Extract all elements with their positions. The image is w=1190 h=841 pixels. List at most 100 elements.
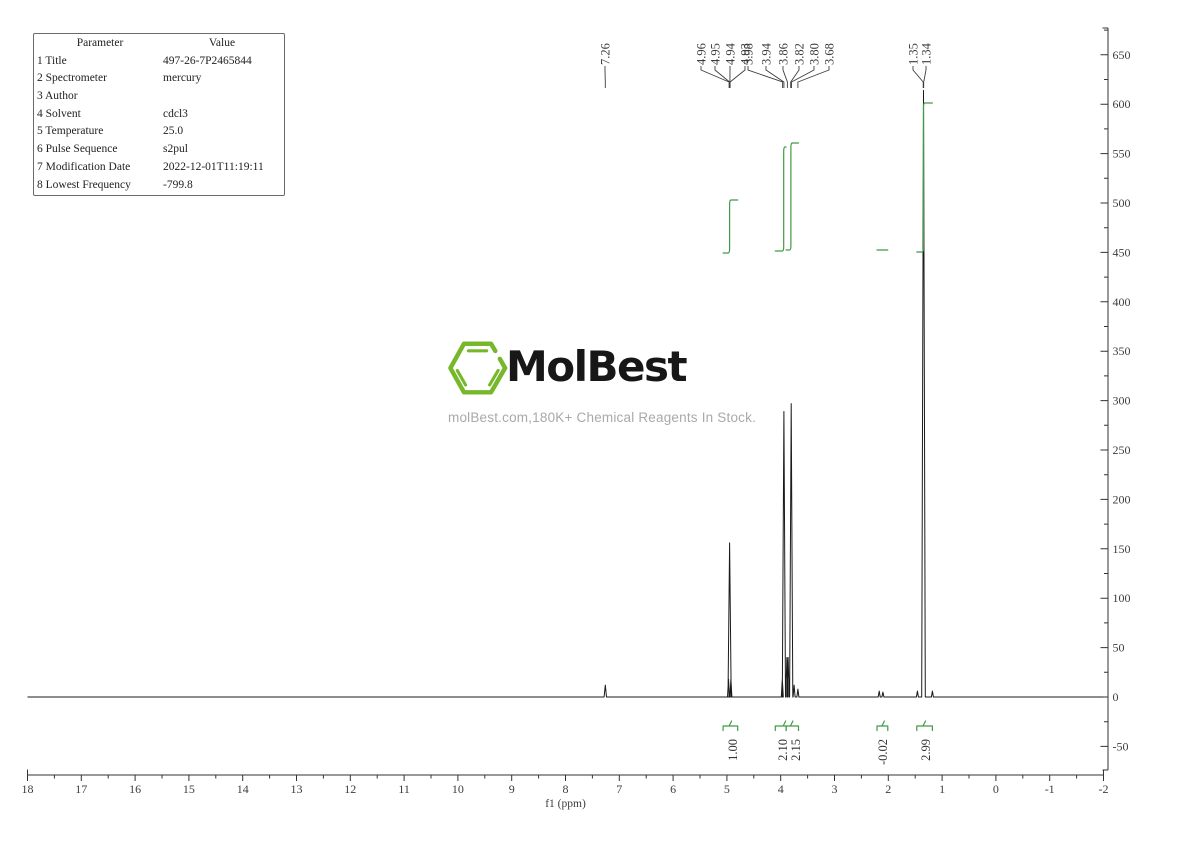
- peak-label-connector: [912, 66, 924, 88]
- y-tick-label: 50: [1113, 641, 1125, 655]
- y-tick-label: 400: [1113, 295, 1131, 309]
- x-tick-label: 11: [398, 782, 410, 796]
- parameter-table-header: Parameter Value: [34, 35, 284, 53]
- x-tick-label: 8: [563, 782, 569, 796]
- integral-region-bracket: [916, 720, 933, 732]
- peak-ppm-label: 3.86: [777, 43, 791, 65]
- y-tick-label: 250: [1113, 443, 1131, 457]
- peak-ppm-label: 3.98: [742, 43, 756, 65]
- parameter-value: mercury: [163, 72, 202, 85]
- peak-label-connector: [791, 66, 815, 88]
- peak-label-connector: [729, 66, 746, 88]
- y-tick-label: 150: [1113, 542, 1131, 556]
- x-tick-label: 3: [832, 782, 838, 796]
- peak-label-connector: [700, 66, 730, 88]
- peak-label-connector: [782, 66, 788, 88]
- y-tick-label: 350: [1113, 344, 1131, 358]
- peak-ppm-label: 3.94: [760, 42, 774, 65]
- x-tick-label: -2: [1099, 782, 1109, 796]
- integral-value: 2.10: [776, 739, 790, 761]
- parameter-row: 7 Modification Date 2022-12-01T11:19:11: [34, 159, 284, 177]
- y-tick-label: 200: [1113, 492, 1131, 506]
- peak-ppm-label: 3.68: [823, 43, 837, 65]
- x-tick-label: 12: [344, 782, 356, 796]
- x-tick-label: 6: [670, 782, 676, 796]
- parameter-header-cell: Parameter: [76, 37, 124, 49]
- x-tick-label: -1: [1045, 782, 1055, 796]
- y-tick-label: 550: [1113, 147, 1131, 161]
- peak-ppm-label: 1.35: [907, 43, 921, 65]
- parameter-value: cdcl3: [163, 107, 188, 120]
- parameter-label: 1 Title: [37, 54, 67, 67]
- peak-label-group: 7.26 4.96 4.95 4.94 4.933.98 3.94 3.86 3.82 3.80…: [599, 42, 934, 65]
- parameter-row: 6 Pulse Sequence s2pul: [34, 141, 284, 159]
- y-tick-label: -50: [1113, 739, 1129, 753]
- integral-value: 1.00: [726, 739, 740, 761]
- x-tick-label: 1: [939, 782, 945, 796]
- peak-ppm-label: 4.95: [709, 43, 723, 65]
- x-tick-label: 18: [22, 782, 34, 796]
- peak-label-connector: [790, 66, 800, 88]
- integral-curve: [722, 199, 739, 254]
- x-tick-label: 4: [778, 782, 784, 796]
- x-tick-label: 16: [129, 782, 141, 796]
- parameter-label: 5 Temperature: [37, 125, 104, 138]
- integral-region-bracket: [785, 720, 800, 732]
- peak-ppm-label: 3.82: [793, 43, 807, 65]
- x-tick-label: 13: [291, 782, 303, 796]
- y-axis-labels: 650600550500450400350300250200150100500-…: [1113, 48, 1131, 754]
- parameter-table: Parameter Value 1 Title 497-26-7P2465844 2…: [33, 33, 285, 196]
- parameter-value: 497-26-7P2465844: [163, 54, 252, 67]
- y-tick-label: 0: [1113, 690, 1119, 704]
- molbest-watermark: MolBest molBest.com,180K+ Chemical Reage…: [448, 336, 768, 431]
- integral-value: 2.99: [919, 739, 933, 761]
- parameter-value: 25.0: [163, 125, 184, 138]
- x-axis-title: f1 (ppm): [545, 798, 586, 810]
- value-header-cell: Value: [208, 37, 236, 49]
- x-tick-label: 9: [509, 782, 515, 796]
- x-tick-label: 5: [724, 782, 730, 796]
- integral-group: [722, 102, 933, 732]
- peak-label-connector: [797, 66, 830, 88]
- parameter-label: 8 Lowest Frequency: [37, 178, 131, 191]
- peak-ppm-label: 7.26: [599, 43, 613, 65]
- logo-tagline: molBest.com,180K+ Chemical Reagents In S…: [448, 410, 757, 425]
- peak-ppm-label: 1.34: [920, 42, 934, 65]
- y-tick-label: 600: [1113, 97, 1131, 111]
- integral-curve: [774, 146, 787, 252]
- spectrum-trace: [27, 89, 1104, 698]
- parameter-value: -799.8: [163, 178, 193, 191]
- peak-ppm-label: 4.94: [724, 42, 738, 65]
- parameter-label: 7 Modification Date: [37, 160, 131, 173]
- integral-value: 2.15: [789, 739, 803, 761]
- parameter-row: 5 Temperature 25.0: [34, 123, 284, 141]
- peak-label-connector: [765, 66, 785, 88]
- peak-ppm-label: 4.96: [695, 43, 709, 65]
- logo-name: MolBest: [506, 342, 688, 391]
- x-axis: [27, 769, 1104, 781]
- parameter-value: 2022-12-01T11:19:11: [163, 160, 264, 173]
- parameter-row: 8 Lowest Frequency -799.8: [34, 177, 284, 195]
- parameter-row: 1 Title 497-26-7P2465844: [34, 53, 284, 71]
- peak-ppm-label: 4.93: [739, 43, 753, 65]
- integral-region-bracket: [774, 720, 787, 732]
- integral-curve: [916, 102, 933, 253]
- parameter-rows: 1 Title 497-26-7P2465844 2 Spectrometer mer…: [34, 53, 284, 195]
- x-axis-labels: 18 17 16 15 14 13 12 11 10 9 8 7 6 5 4 3 2 1 0 -1 -2f1 (ppm): [22, 782, 1109, 810]
- x-tick-label: 15: [183, 782, 195, 796]
- parameter-value: s2pul: [163, 143, 188, 156]
- peak-label-connector: [747, 66, 784, 88]
- parameter-label: 6 Pulse Sequence: [37, 143, 118, 156]
- x-tick-label: 14: [237, 782, 249, 796]
- x-tick-label: 10: [452, 782, 464, 796]
- parameter-label: 2 Spectrometer: [37, 72, 107, 85]
- integral-value: -0.02: [876, 739, 890, 765]
- integral-curve: [785, 142, 800, 251]
- benzene-hexagon-icon: [448, 341, 508, 395]
- parameter-row: 3 Author: [34, 88, 284, 106]
- y-tick-label: 500: [1113, 196, 1131, 210]
- parameter-value: [163, 88, 281, 106]
- peak-label-connectors: [604, 66, 927, 88]
- x-tick-label: 0: [993, 782, 999, 796]
